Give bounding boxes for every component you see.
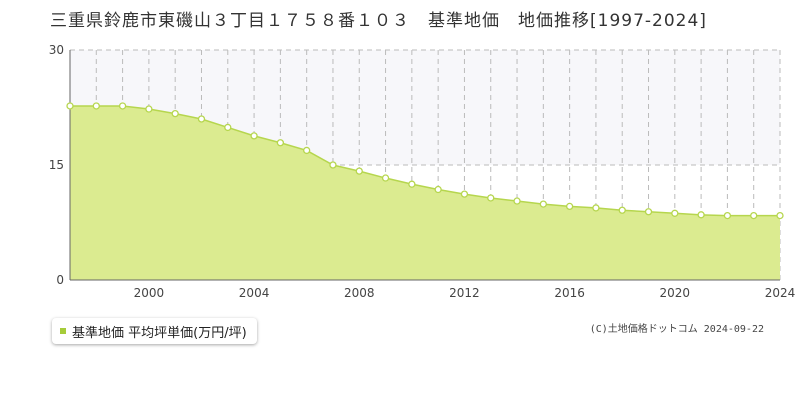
- data-point: [434, 185, 442, 194]
- legend: 基準地価 平均坪単価(万円/坪): [52, 318, 257, 344]
- data-point: [513, 197, 521, 205]
- data-point: [381, 174, 390, 182]
- y-tick-label: 30: [49, 43, 64, 57]
- data-point: [329, 161, 337, 169]
- data-point: [460, 190, 469, 198]
- data-point: [618, 206, 626, 214]
- x-tick-label: 2016: [554, 286, 585, 300]
- data-point: [276, 139, 285, 147]
- data-point: [355, 167, 363, 175]
- series-area: [70, 105, 780, 280]
- legend-swatch: [60, 328, 66, 334]
- x-tick-label: 2004: [239, 286, 270, 300]
- data-point: [539, 200, 547, 208]
- data-point: [92, 102, 100, 110]
- data-point: [250, 132, 258, 140]
- data-point: [303, 146, 311, 155]
- data-point: [408, 180, 416, 188]
- x-tick-label: 2012: [449, 286, 480, 300]
- data-point: [197, 115, 206, 123]
- data-point: [224, 123, 232, 132]
- data-point: [171, 109, 179, 118]
- y-tick-label: 0: [56, 273, 64, 287]
- legend-label: 基準地価 平均坪単価(万円/坪): [72, 325, 247, 341]
- credit-text: (C)土地価格ドットコム 2024-09-22: [589, 324, 764, 335]
- x-tick-label: 2008: [344, 286, 375, 300]
- data-point: [66, 102, 74, 110]
- data-point: [750, 211, 758, 220]
- data-point: [697, 211, 705, 219]
- data-point: [145, 105, 153, 113]
- y-tick-label: 15: [49, 158, 64, 172]
- data-point: [118, 102, 127, 110]
- x-tick-label: 2024: [765, 286, 796, 300]
- data-point: [565, 202, 574, 211]
- x-tick-label: 2020: [660, 286, 691, 300]
- data-point: [723, 211, 732, 220]
- chart-title: 三重県鈴鹿市東磯山３丁目１７５８番１０３ 基準地価 地価推移[1997-2024…: [50, 11, 707, 31]
- data-point: [487, 194, 495, 202]
- data-point: [644, 208, 653, 216]
- data-point: [592, 204, 600, 212]
- data-point: [776, 211, 784, 220]
- data-point: [671, 209, 679, 217]
- series-line: [70, 105, 780, 217]
- x-tick-label: 2000: [134, 286, 165, 300]
